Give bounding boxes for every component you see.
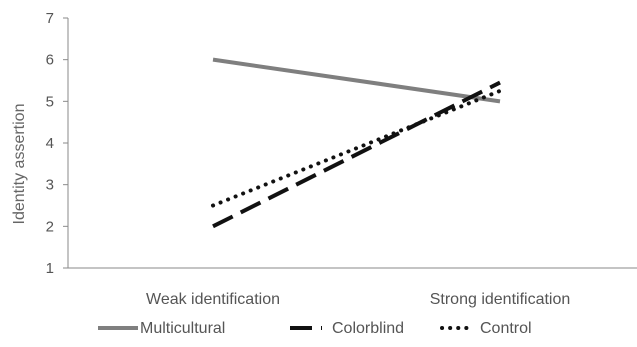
series-line-multicultural: [212, 57, 501, 104]
axes: [67, 18, 637, 269]
legend: Multicultural Colorblind Control: [98, 320, 532, 337]
y-tick-label: 1: [46, 260, 54, 277]
x-category-label: Strong identification: [430, 291, 571, 308]
x-axis-category-labels: Weak identification Strong identification: [146, 291, 570, 308]
legend-label-control: Control: [480, 320, 532, 337]
y-tick-label: 2: [46, 218, 54, 235]
x-category-label: Weak identification: [146, 291, 280, 308]
y-tick-label: 6: [46, 52, 54, 69]
y-tick-label: 7: [46, 10, 54, 27]
y-tick-label: 4: [46, 135, 54, 152]
series-line-control: [211, 88, 502, 208]
legend-label-colorblind: Colorblind: [332, 320, 404, 337]
legend-label-multicultural: Multicultural: [140, 320, 225, 337]
series-line-colorblind: [212, 80, 501, 229]
series-lines: [211, 57, 502, 229]
y-axis-title: Identity assertion: [11, 104, 28, 225]
y-tick-label: 5: [46, 93, 54, 110]
y-axis-ticks: 1 2 3 4 5 6 7: [46, 10, 68, 277]
y-tick-label: 3: [46, 177, 54, 194]
